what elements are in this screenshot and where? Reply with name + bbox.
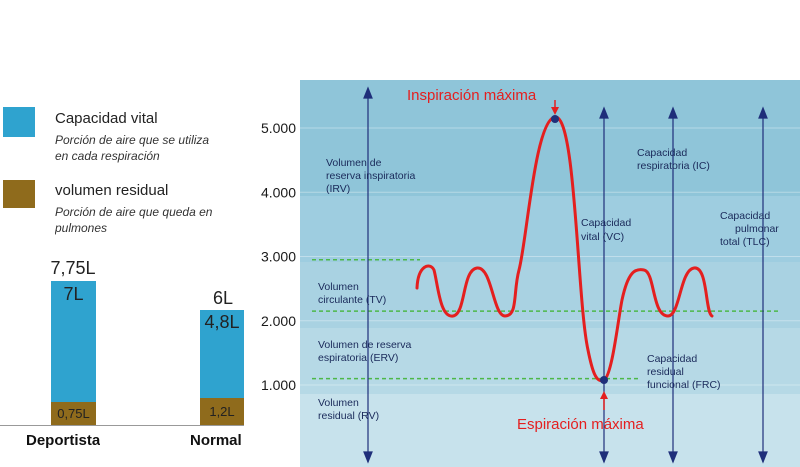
legend-desc-vital-1: Porción de aire que se utiliza <box>55 133 210 147</box>
ic-label-l1: Capacidad <box>637 147 687 159</box>
tlc-label-l3: total (TLC) <box>720 236 770 248</box>
frc-label-l3: funcional (FRC) <box>647 379 721 391</box>
arrowhead-icon <box>363 86 373 99</box>
band-rv <box>300 394 800 467</box>
arrowhead-icon <box>599 451 609 464</box>
bar-vital-label: 4,8L <box>204 312 240 332</box>
tv-label-l2: circulante (TV) <box>318 294 386 306</box>
bar-category-label: Deportista <box>26 432 101 449</box>
band-tv <box>300 262 800 328</box>
rv-label-l1: Volumen <box>318 397 359 409</box>
arrowhead-icon <box>758 106 768 119</box>
y-tick-label: 5.000 <box>261 120 296 136</box>
vc-label-l2: vital (VC) <box>581 231 624 243</box>
left-panel: Capacidad vital Porción de aire que se u… <box>0 0 244 467</box>
vc-label-l1: Capacidad <box>581 217 631 229</box>
bar-residual-label: 0,75L <box>57 406 90 421</box>
bar-axis-line <box>0 425 244 426</box>
bar-total-label: 6L <box>212 288 234 308</box>
volume-labels: Volumen de reserva inspiratoria (IRV) Vo… <box>318 147 779 422</box>
legend-swatch-vital <box>3 107 35 137</box>
irv-label-l1: Volumen de <box>326 157 382 169</box>
frc-label-l2: residual <box>647 366 684 378</box>
max-expiration-point <box>600 376 608 384</box>
arrowhead-icon <box>551 107 559 115</box>
erv-label-l2: espiratoria (ERV) <box>318 352 398 364</box>
y-tick-label: 1.000 <box>261 377 296 393</box>
y-tick-labels: 1.000 2.000 3.000 4.000 5.000 <box>261 120 296 393</box>
y-tick-label: 3.000 <box>261 249 296 265</box>
arrowhead-icon <box>600 391 608 399</box>
vertical-arrows <box>363 86 768 464</box>
tlc-label-l1: Capacidad <box>720 210 770 222</box>
arrowhead-icon <box>758 451 768 464</box>
irv-label-l2: reserva inspiratoria <box>326 170 415 182</box>
bar-segment-residual <box>200 398 244 425</box>
arrowhead-icon <box>599 106 609 119</box>
bar-residual-label: 1,2L <box>209 404 235 419</box>
arrowhead-icon <box>668 451 678 464</box>
band-top <box>300 80 800 196</box>
max-inspiration-point <box>551 115 559 123</box>
legend-title-vital: Capacidad vital <box>55 110 158 127</box>
bar-segment-vital <box>200 310 244 398</box>
bar-segment-residual <box>51 402 96 425</box>
grid-lines <box>300 127 800 386</box>
dashed-reference-lines <box>312 258 778 380</box>
arrowhead-icon <box>363 451 373 464</box>
y-tick-label: 2.000 <box>261 313 296 329</box>
bar-category-label: Normal <box>190 432 242 449</box>
inspiration-max-label: Inspiración máxima <box>407 87 537 104</box>
legend-swatch-residual <box>3 180 35 208</box>
tv-label-l1: Volumen <box>318 281 359 293</box>
rv-label-l2: residual (RV) <box>318 410 379 422</box>
frc-label-l1: Capacidad <box>647 353 697 365</box>
band-irv <box>300 196 800 262</box>
legend-desc-residual-2: pulmones <box>55 221 108 235</box>
irv-label-l3: (IRV) <box>326 183 350 195</box>
erv-label-l1: Volumen de reserva <box>318 339 412 351</box>
bar-total-label: 7,75L <box>50 258 96 278</box>
expiration-max-label: Espiración máxima <box>517 416 644 433</box>
band-erv <box>300 328 800 394</box>
legend-desc-vital-2: en cada respiración <box>55 149 160 163</box>
y-tick-label: 4.000 <box>261 184 296 200</box>
ic-label-l2: respiratoria (IC) <box>637 160 710 172</box>
legend-desc-residual-1: Porción de aire que queda en <box>55 205 213 219</box>
breathing-curve <box>415 115 714 383</box>
bar-segment-vital <box>51 281 96 402</box>
arrowhead-icon <box>668 106 678 119</box>
bar-vital-label: 7L <box>63 284 84 304</box>
tlc-label-l2: pulmonar <box>735 223 779 235</box>
legend-title-residual: volumen residual <box>55 182 169 199</box>
